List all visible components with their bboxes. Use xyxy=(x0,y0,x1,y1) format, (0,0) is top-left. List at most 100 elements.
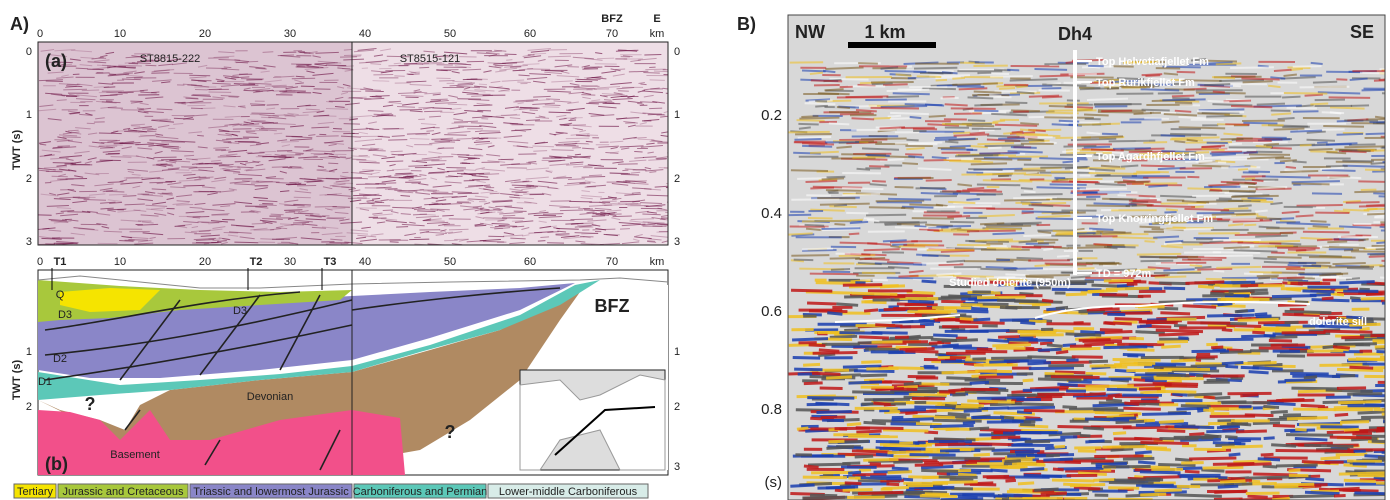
reflector xyxy=(1190,265,1202,266)
unit-label: D3 xyxy=(58,309,72,321)
reflector xyxy=(1222,363,1244,364)
reflector xyxy=(1074,194,1108,195)
reflector xyxy=(991,470,1008,471)
reflector xyxy=(238,106,245,107)
reflector xyxy=(1164,228,1213,229)
legend-label: Triassic and lowermost Jurassic xyxy=(193,486,349,498)
reflector xyxy=(1029,368,1074,369)
reflector xyxy=(540,237,549,238)
reflector xyxy=(823,71,835,72)
reflector xyxy=(1245,415,1274,416)
reflector xyxy=(1216,63,1241,64)
reflector xyxy=(1229,144,1242,145)
reflector xyxy=(1346,202,1380,203)
reflector xyxy=(252,223,266,224)
reflector xyxy=(866,368,898,369)
reflector xyxy=(1096,464,1127,465)
bfz-label: BFZ xyxy=(601,13,623,25)
reflector xyxy=(1134,438,1162,439)
reflector xyxy=(974,454,990,455)
reflector xyxy=(810,152,839,153)
reflector xyxy=(1373,409,1390,410)
reflector xyxy=(586,103,599,104)
reflector xyxy=(272,167,288,168)
reflector xyxy=(844,330,860,331)
reflector xyxy=(932,458,980,459)
question-mark: ? xyxy=(85,394,96,414)
section-label: (b) xyxy=(45,454,68,474)
reflector xyxy=(939,462,977,463)
legend-label: Carboniferous and Permian xyxy=(353,486,488,498)
reflector xyxy=(1084,394,1106,395)
reflector xyxy=(1264,325,1291,326)
reflector xyxy=(1044,117,1094,118)
reflector xyxy=(533,151,547,152)
x-tick-label: 10 xyxy=(114,28,126,40)
reflector xyxy=(803,477,847,478)
reflector xyxy=(1123,408,1161,409)
reflector xyxy=(888,472,912,473)
x-tick-label: 60 xyxy=(524,256,536,268)
reflector xyxy=(946,429,959,430)
reflector xyxy=(1264,144,1279,145)
reflector xyxy=(1330,107,1365,108)
reflector xyxy=(1235,311,1248,312)
reflector xyxy=(1192,165,1230,166)
reflector xyxy=(234,242,258,243)
reflector xyxy=(284,210,302,211)
reflector xyxy=(197,135,204,136)
reflector xyxy=(875,325,902,326)
axis-unit: km xyxy=(650,256,665,268)
reflector xyxy=(124,131,137,132)
reflector xyxy=(273,115,294,116)
reflector xyxy=(826,487,858,488)
reflector xyxy=(987,340,1009,341)
reflector xyxy=(1337,369,1383,370)
reflector xyxy=(1382,413,1390,414)
reflector xyxy=(1008,407,1056,408)
reflector xyxy=(650,80,665,81)
reflector xyxy=(1089,229,1113,230)
reflector xyxy=(1089,361,1108,362)
reflector xyxy=(856,431,881,432)
reflector xyxy=(1028,363,1051,364)
reflector xyxy=(1225,437,1237,438)
reflector xyxy=(1320,168,1344,169)
reflector xyxy=(883,240,907,241)
y-axis-title: TWT (s) xyxy=(11,360,23,401)
reflector xyxy=(1126,205,1137,206)
reflector xyxy=(111,157,132,158)
reflector xyxy=(834,224,845,225)
reflector xyxy=(881,106,927,107)
reflector xyxy=(1204,397,1216,398)
reflector xyxy=(1145,380,1167,381)
reflector xyxy=(1112,237,1157,238)
reflector xyxy=(826,447,853,448)
reflector xyxy=(1123,458,1154,459)
reflector xyxy=(1370,335,1390,336)
reflector xyxy=(1172,96,1194,97)
reflector xyxy=(1271,148,1292,149)
reflector xyxy=(968,97,994,98)
reflector xyxy=(654,71,668,72)
reflector xyxy=(794,139,821,140)
reflector xyxy=(352,159,366,160)
reflector xyxy=(808,464,851,465)
reflector xyxy=(53,163,74,164)
reflector xyxy=(1304,445,1353,446)
y-tick-label: 3 xyxy=(674,236,680,248)
reflector xyxy=(1203,467,1244,468)
reflector xyxy=(1278,118,1295,119)
reflector xyxy=(1327,241,1347,242)
reflector xyxy=(617,181,627,182)
reflector xyxy=(827,177,846,178)
reflector xyxy=(1293,161,1307,162)
reflector xyxy=(1292,181,1340,182)
reflector xyxy=(987,248,1022,249)
reflector xyxy=(1023,380,1034,381)
reflector xyxy=(1343,166,1387,167)
reflector xyxy=(1366,205,1386,206)
reflector xyxy=(649,108,662,109)
reflector xyxy=(1159,334,1199,335)
reflector xyxy=(1043,249,1053,250)
